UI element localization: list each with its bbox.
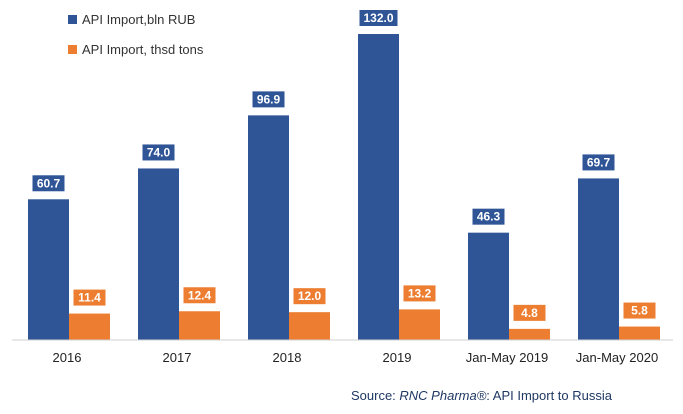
data-label-box: [623, 302, 656, 319]
data-label-box: [403, 285, 436, 302]
source-note: Source: RNC Pharma®: API Import to Russi…: [351, 388, 613, 403]
bar-tons: [399, 309, 440, 340]
data-label: 60.7: [37, 176, 61, 190]
bar-tons: [289, 312, 330, 340]
data-label: 132.0: [363, 11, 393, 25]
category-axis: 2016 2017 2018 2019 Jan-May 2019 Jan-May 2020: [53, 350, 659, 365]
legend-swatch-rub: [68, 15, 77, 24]
data-label-box: [183, 287, 216, 304]
bar-rub: [28, 199, 69, 340]
data-label: 46.3: [477, 210, 501, 224]
data-label-box: [472, 208, 505, 225]
data-label-box: [252, 91, 285, 108]
category-label: 2017: [163, 350, 192, 365]
legend-label-rub: API Import,bln RUB: [82, 12, 195, 27]
data-label-box: [359, 10, 398, 26]
bar-rub: [468, 232, 509, 340]
bar-tons: [619, 326, 660, 340]
data-label: 96.9: [257, 92, 281, 106]
data-label-box: [32, 175, 65, 192]
legend: API Import,bln RUB API Import, thsd tons: [68, 12, 204, 57]
category-label: 2018: [273, 350, 302, 365]
data-label-box: [73, 289, 106, 306]
source-prefix: Source:: [351, 388, 399, 403]
data-label: 4.8: [521, 306, 538, 320]
bars-layer: [28, 34, 660, 340]
data-label-box: [142, 144, 175, 161]
data-labels-layer: 60.7 11.4 74.0 12.4 96.9 12.0 132.0 13.2 46.3 4.8…: [32, 10, 656, 321]
category-label: Jan-May 2020: [576, 350, 658, 365]
data-label: 74.0: [147, 145, 171, 159]
data-label: 12.0: [298, 289, 322, 303]
bar-tons: [179, 311, 220, 340]
source-suffix: : API Import to Russia: [486, 388, 612, 403]
data-label: 13.2: [408, 286, 432, 300]
category-label: 2019: [383, 350, 412, 365]
data-label: 11.4: [78, 291, 101, 305]
data-label-box: [513, 304, 546, 321]
data-label: 69.7: [587, 155, 611, 169]
bar-tons: [509, 328, 550, 340]
bar-rub: [248, 115, 289, 340]
data-label-box: [582, 154, 615, 171]
category-label: 2016: [53, 350, 82, 365]
data-label: 12.4: [188, 288, 212, 302]
bar-tons: [69, 313, 110, 340]
source-brand: RNC Pharma®: [399, 388, 486, 403]
legend-label-tons: API Import, thsd tons: [82, 42, 204, 57]
bar-rub: [358, 34, 399, 340]
legend-swatch-tons: [68, 45, 77, 54]
bar-rub: [138, 168, 179, 340]
data-label-box: [293, 288, 326, 305]
category-label: Jan-May 2019: [466, 350, 548, 365]
bar-rub: [578, 178, 619, 340]
data-label: 5.8: [631, 304, 648, 318]
